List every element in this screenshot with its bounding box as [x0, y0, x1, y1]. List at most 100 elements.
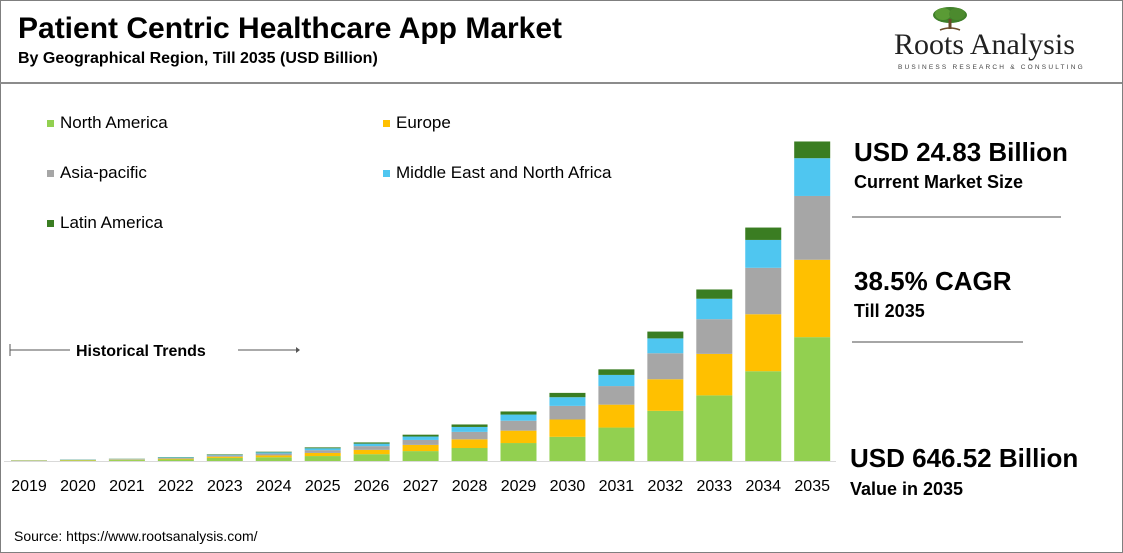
bar-segment-2024-3 [255, 452, 292, 454]
legend-label: Middle East and North Africa [396, 163, 612, 182]
bar-segment-2026-4 [353, 442, 390, 444]
bar-segment-2034-1 [745, 314, 782, 372]
bar-segment-2033-4 [696, 289, 733, 299]
stat-divider [852, 216, 1061, 218]
legend-swatch [47, 169, 54, 177]
bar-segment-2023-1 [206, 456, 243, 458]
bar-segment-2028-1 [451, 439, 488, 448]
bar-segment-2021-0 [108, 460, 145, 461]
x-tick-label: 2032 [648, 478, 684, 495]
bar-segment-2031-1 [598, 404, 635, 428]
future-market-value: USD 646.52 Billion [850, 443, 1079, 473]
page-subtitle: By Geographical Region, Till 2035 (USD B… [18, 50, 378, 67]
bar-segment-2025-2 [304, 450, 341, 453]
x-tick-label: 2029 [501, 478, 537, 495]
stat-divider [852, 341, 1023, 343]
bar-segment-2034-3 [745, 239, 782, 268]
bar-segment-2023-0 [206, 457, 243, 461]
legend-label: Europe [396, 113, 451, 132]
bar-segment-2023-2 [206, 455, 243, 457]
bar-segment-2030-0 [549, 436, 586, 461]
bar-segment-2031-3 [598, 374, 635, 387]
bar-segment-2022-2 [157, 457, 194, 459]
bar-segment-2024-4 [255, 451, 292, 453]
bar-segment-2022-3 [157, 457, 194, 458]
bar-segment-2027-1 [402, 444, 439, 452]
bar-segment-2030-2 [549, 405, 586, 420]
x-tick-label: 2027 [403, 478, 439, 495]
tree-icon [933, 7, 967, 31]
bar-segment-2025-0 [304, 456, 341, 461]
bar-segment-2034-0 [745, 371, 782, 461]
bar-segment-2032-3 [647, 338, 684, 354]
bar-segment-2031-2 [598, 386, 635, 405]
bar-segment-2028-4 [451, 424, 488, 427]
bar-segment-2027-0 [402, 451, 439, 461]
bar-segment-2033-2 [696, 319, 733, 354]
legend-item-asia-pacific: Asia-pacific [47, 163, 147, 183]
bar-segment-2033-3 [696, 298, 733, 320]
historical-trend-arrow [9, 344, 300, 356]
x-tick-label: 2028 [452, 478, 488, 495]
bar-segment-2030-3 [549, 397, 586, 406]
bar-segment-2029-0 [500, 443, 537, 461]
x-tick-label: 2025 [305, 478, 341, 495]
header-divider [0, 82, 1122, 84]
x-tick-label: 2035 [794, 478, 830, 495]
bar-segment-2022-0 [157, 459, 194, 461]
source-note: Source: https://www.rootsanalysis.com/ [14, 528, 258, 544]
bar-segment-2030-4 [549, 392, 586, 398]
bar-segment-2034-4 [745, 227, 782, 240]
x-tick-label: 2022 [158, 478, 194, 495]
legend-item-europe: Europe [383, 113, 451, 133]
legend-item-latin-america: Latin America [47, 213, 163, 233]
bar-segment-2031-0 [598, 427, 635, 461]
bar-segment-2035-4 [794, 141, 831, 159]
bar-segment-2032-1 [647, 379, 684, 411]
bar-segment-2032-2 [647, 353, 684, 380]
stacked-bar-chart: 2019 2020 2021 2022 2023 2024 2025 2026 2027 2028… [4, 141, 836, 495]
bar-segment-2022-1 [157, 458, 194, 460]
x-tick-label: 2023 [207, 478, 243, 495]
legend-swatch [383, 119, 390, 127]
bar-segment-2024-2 [255, 453, 292, 456]
logo-name: Roots Analysis [894, 28, 1075, 61]
x-tick-label: 2026 [354, 478, 390, 495]
bar-segment-2029-3 [500, 414, 537, 421]
bar-segment-2025-1 [304, 452, 341, 457]
bar-segment-2035-3 [794, 158, 831, 196]
bar-segment-2028-0 [451, 448, 488, 461]
bar-segment-2023-3 [206, 454, 243, 456]
bar-segment-2032-0 [647, 410, 684, 461]
x-tick-label: 2033 [697, 478, 733, 495]
bar-segment-2026-1 [353, 449, 390, 455]
x-tick-label: 2019 [11, 478, 47, 495]
bar-segment-2028-3 [451, 426, 488, 432]
bar-segment-2024-1 [255, 455, 292, 458]
bar-segment-2023-4 [206, 454, 243, 455]
bar-segment-2033-0 [696, 395, 733, 461]
bar-segment-2034-2 [745, 267, 782, 315]
page-title: Patient Centric Healthcare App Market [18, 12, 563, 45]
logo-tagline: BUSINESS RESEARCH & CONSULTING [898, 64, 1085, 71]
bar-segment-2027-4 [402, 434, 439, 437]
legend-swatch [47, 219, 54, 227]
current-market-label: Current Market Size [854, 172, 1024, 192]
x-tick-label: 2024 [256, 478, 292, 495]
bar-segment-2035-1 [794, 259, 831, 338]
x-tick-label: 2034 [745, 478, 781, 495]
historical-trends-label: Historical Trends [76, 343, 206, 360]
bar-segment-2024-0 [255, 457, 292, 461]
bar-segment-2026-2 [353, 446, 390, 450]
current-market-value: USD 24.83 Billion [854, 137, 1068, 167]
bar-segment-2028-2 [451, 431, 488, 440]
bar-segment-2033-1 [696, 353, 733, 396]
future-market-label: Value in 2035 [850, 479, 964, 499]
legend-label: North America [60, 113, 168, 132]
legend-swatch [47, 119, 54, 127]
bar-segment-2025-4 [304, 447, 341, 449]
legend-swatch [383, 169, 390, 177]
cagr-label: Till 2035 [854, 301, 925, 321]
legend-label: Latin America [60, 213, 163, 232]
legend-item-mena: Middle East and North Africa [383, 163, 611, 183]
